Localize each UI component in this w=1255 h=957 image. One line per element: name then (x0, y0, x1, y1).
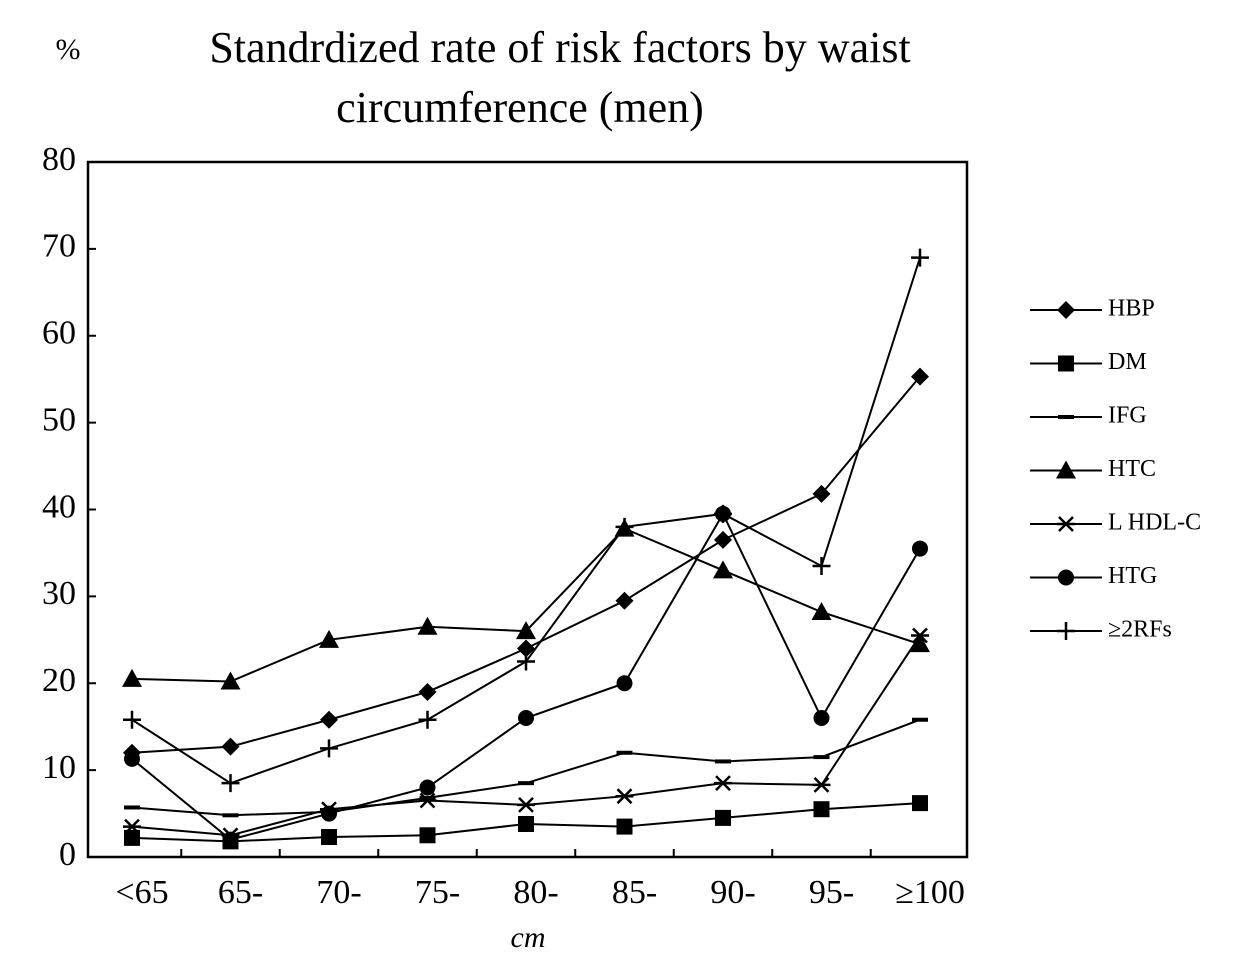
marker (615, 591, 634, 610)
marker (419, 827, 436, 844)
marker (417, 616, 438, 635)
x-tick-label: 85- (612, 874, 657, 911)
marker (1058, 355, 1074, 372)
marker (910, 634, 930, 653)
marker (517, 652, 535, 671)
x-axis-label: cm (511, 921, 546, 954)
legend-label: DM (1108, 349, 1147, 375)
marker (123, 710, 141, 729)
marker (912, 540, 928, 557)
marker (812, 777, 831, 793)
marker (516, 621, 536, 640)
marker (714, 775, 732, 792)
legend-label: L HDL-C (1108, 510, 1201, 536)
marker (418, 792, 437, 809)
marker (518, 710, 534, 726)
marker (123, 818, 141, 835)
marker (419, 779, 436, 796)
marker (715, 809, 731, 826)
y-tick-label: 0 (59, 836, 76, 873)
marker (714, 530, 732, 549)
marker (615, 788, 634, 805)
marker (418, 710, 437, 729)
y-tick-label: 50 (42, 401, 76, 438)
marker (912, 795, 928, 812)
y-tick-label: 10 (42, 749, 76, 786)
marker (124, 829, 140, 846)
marker (713, 560, 733, 579)
marker (1058, 569, 1074, 586)
marker (517, 639, 535, 658)
marker (811, 602, 832, 621)
marker (911, 367, 929, 386)
marker (1056, 460, 1076, 479)
marker (616, 818, 633, 835)
x-tick-label: 80- (513, 874, 558, 911)
legend-label: HTG (1108, 563, 1157, 589)
marker (320, 739, 338, 758)
legend-label: ≥2RFs (1108, 617, 1172, 643)
series-line (131, 718, 921, 817)
marker (813, 801, 830, 818)
y-tick-label: 60 (42, 315, 76, 352)
marker (418, 682, 437, 701)
marker (517, 796, 535, 813)
marker (122, 668, 142, 687)
marker (812, 556, 831, 575)
y-tick-label: 20 (42, 662, 76, 699)
y-tick-label: 40 (42, 488, 76, 525)
marker (813, 710, 830, 726)
marker (714, 504, 732, 523)
marker (1057, 516, 1075, 532)
x-tick-label: 70- (316, 874, 361, 911)
marker (321, 829, 337, 846)
x-tick-label: 65- (218, 874, 263, 911)
marker (220, 671, 241, 690)
marker (1057, 622, 1075, 640)
marker (911, 627, 929, 644)
marker (911, 248, 929, 267)
x-tick-label: ≥100 (895, 874, 965, 911)
x-tick-label: 95- (809, 874, 854, 911)
legend-label: IFG (1108, 403, 1147, 429)
y-tick-label: 70 (42, 228, 76, 265)
y-tick-label: 80 (42, 141, 76, 178)
legend-label: HBP (1108, 296, 1155, 322)
marker (1057, 301, 1075, 319)
x-tick-label: 75- (415, 874, 460, 911)
marker (221, 737, 240, 756)
marker (518, 815, 534, 832)
marker (319, 629, 339, 648)
marker (124, 750, 140, 767)
marker (812, 484, 831, 503)
chart-title: circumference (men) (336, 83, 704, 132)
marker (221, 774, 240, 793)
marker (320, 710, 338, 729)
series-line (131, 511, 921, 841)
x-tick-label: 90- (710, 874, 755, 911)
marker (615, 517, 634, 536)
y-axis-label: % (56, 33, 81, 66)
chart-title: Standrdized rate of risk factors by wais… (209, 23, 910, 72)
x-tick-label: <65 (115, 874, 168, 911)
legend-label: HTC (1108, 456, 1156, 482)
marker (616, 675, 633, 692)
series-line (131, 257, 921, 785)
y-tick-label: 30 (42, 575, 76, 612)
series-line (131, 375, 921, 754)
marker (222, 831, 239, 848)
marker (321, 805, 337, 822)
